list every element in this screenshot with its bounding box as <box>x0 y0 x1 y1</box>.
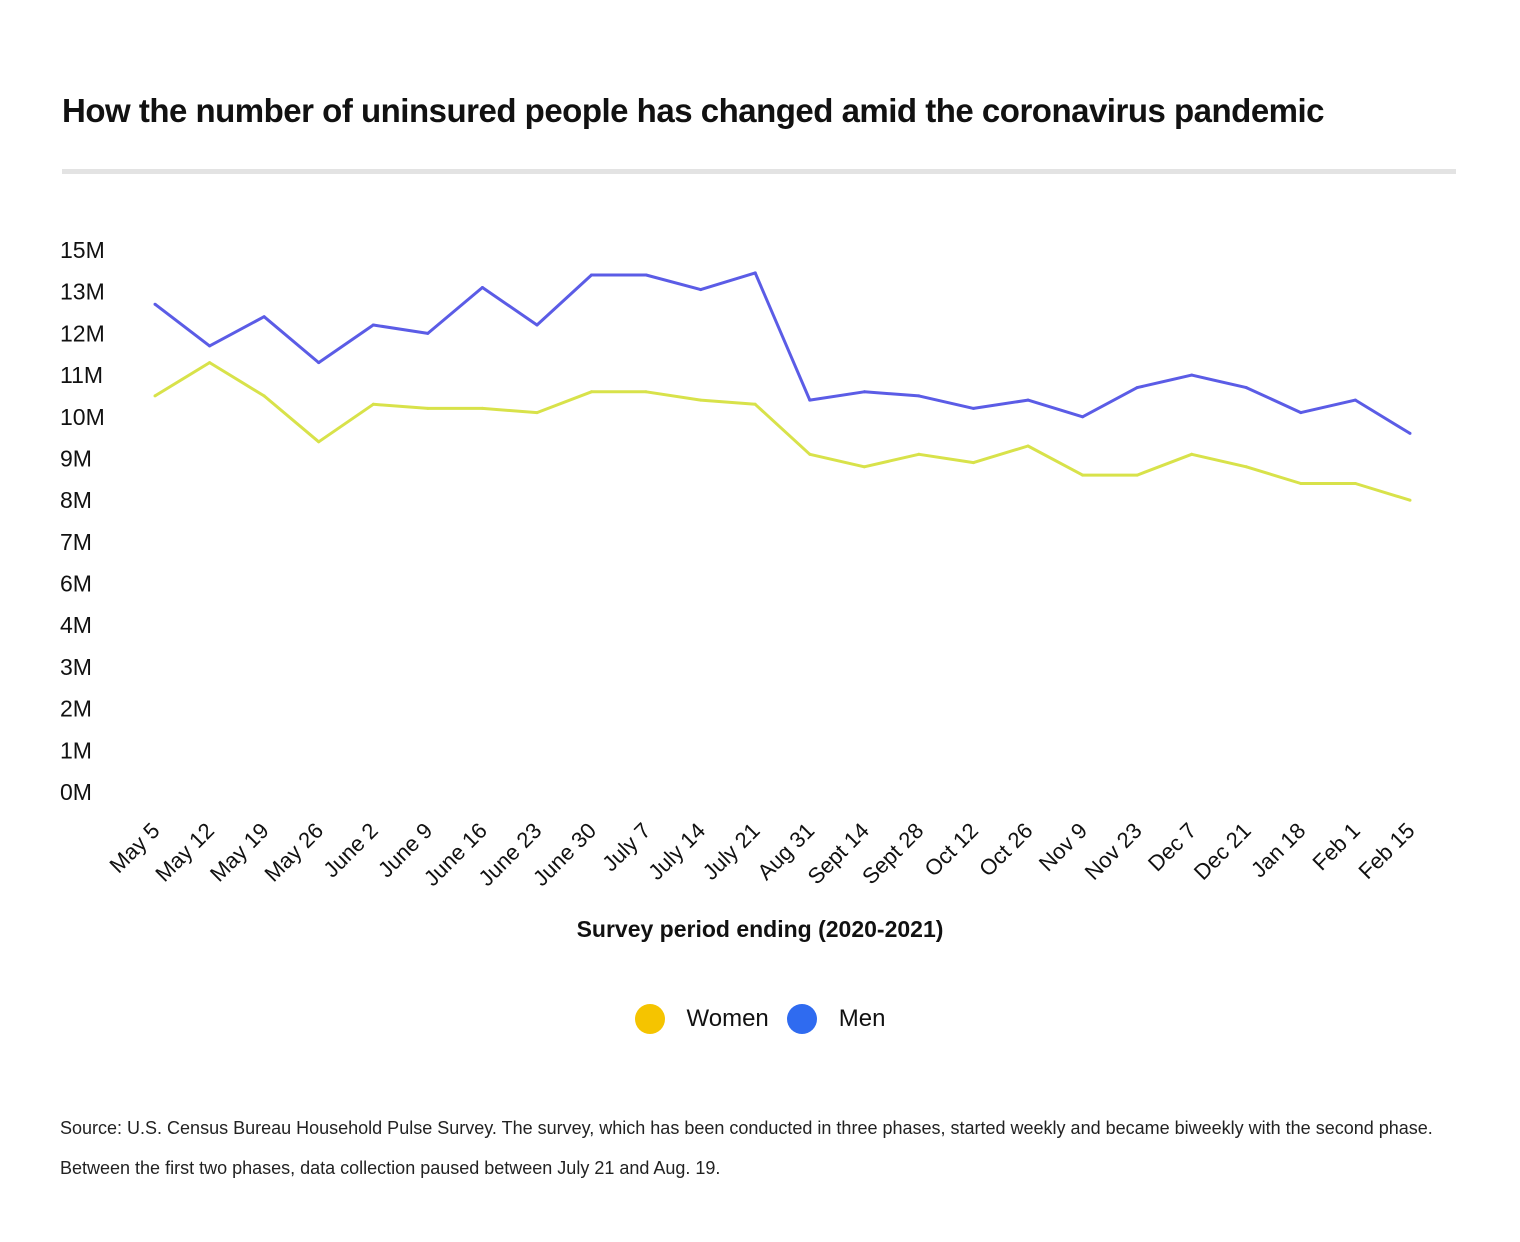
legend: Women Men <box>0 1004 1520 1034</box>
data-point-women <box>262 394 266 398</box>
series-line-men <box>154 271 1411 435</box>
y-tick-label: 8M <box>60 487 92 513</box>
y-tick-label: 7M <box>60 529 92 555</box>
data-point-men <box>699 288 703 292</box>
data-point-women <box>1408 498 1412 502</box>
data-point-men <box>480 286 484 289</box>
x-tick-label: Jan 18 <box>1246 818 1310 882</box>
y-tick-label: 3M <box>60 654 92 680</box>
y-tick-label: 9M <box>60 445 92 471</box>
chart-title: How the number of uninsured people has c… <box>62 92 1325 129</box>
data-point-women <box>862 465 866 469</box>
data-point-women <box>808 452 812 456</box>
data-point-women <box>1135 473 1139 477</box>
y-tick-label: 0M <box>60 779 92 805</box>
data-point-men <box>262 315 266 319</box>
data-point-men <box>1135 386 1139 390</box>
legend-swatch-men <box>786 1004 817 1034</box>
data-point-men <box>317 361 321 365</box>
data-point-women <box>972 461 975 465</box>
legend-label-women: Women <box>686 1005 769 1032</box>
x-tick-label: July 14 <box>643 818 710 885</box>
x-tick-label: Sept 28 <box>857 818 928 889</box>
data-point-women <box>426 406 430 410</box>
data-point-men <box>808 398 812 402</box>
data-point-men <box>535 323 539 327</box>
y-tick-label: 6M <box>60 571 92 597</box>
x-tick-label: May 12 <box>150 818 219 887</box>
data-point-men <box>1190 373 1194 377</box>
data-point-women <box>753 402 757 406</box>
y-tick-label: 12M <box>60 320 105 346</box>
title-divider <box>62 169 1456 174</box>
series-lines <box>153 271 1412 502</box>
data-point-men <box>208 344 212 348</box>
data-point-women <box>644 390 648 394</box>
y-tick-label: 13M <box>60 279 105 305</box>
data-point-women <box>317 440 321 444</box>
data-point-women <box>371 402 375 406</box>
y-tick-label: 4M <box>60 612 92 638</box>
data-point-men <box>153 302 157 306</box>
data-point-men <box>371 323 375 327</box>
legend-item-men: Men <box>786 1004 886 1034</box>
x-tick-label: May 19 <box>205 818 274 887</box>
source-note: Source: U.S. Census Bureau Household Pul… <box>60 1118 1433 1178</box>
data-point-women <box>535 411 539 415</box>
data-point-women <box>917 452 921 456</box>
line-chart: 0M 1M 2M 3M 4M 6M 7M 8M 9M 10M 11M 12M 13M 15M May 5M… <box>60 237 1420 891</box>
data-point-men <box>1408 431 1412 435</box>
x-tick-label: Nov 23 <box>1080 818 1147 885</box>
data-point-women <box>699 398 703 402</box>
legend-item-women: Women <box>634 1004 769 1034</box>
data-point-women <box>1353 482 1357 485</box>
data-point-men <box>972 406 975 410</box>
y-tick-label: 2M <box>60 696 92 722</box>
series-line-women <box>154 361 1411 502</box>
x-tick-label: Oct 26 <box>974 818 1038 882</box>
data-point-men <box>590 273 593 277</box>
data-point-men <box>1244 386 1248 390</box>
legend-label-men: Men <box>838 1005 886 1032</box>
x-tick-label: July 21 <box>698 818 765 885</box>
data-point-women <box>1244 465 1248 469</box>
data-point-men <box>862 390 866 394</box>
x-axis-label: Survey period ending (2020-2021) <box>576 916 944 942</box>
data-point-women <box>1190 452 1194 456</box>
y-tick-label: 15M <box>60 237 105 263</box>
y-axis-ticks: 0M 1M 2M 3M 4M 6M 7M 8M 9M 10M 11M 12M 13M 15M <box>60 237 105 805</box>
data-point-men <box>644 273 648 277</box>
y-tick-label: 11M <box>60 362 103 388</box>
y-tick-label: 1M <box>60 737 92 763</box>
x-tick-label: Feb 15 <box>1353 818 1419 884</box>
x-tick-label: Dec 21 <box>1189 818 1256 885</box>
data-point-women <box>208 361 212 365</box>
data-point-men <box>753 271 757 275</box>
x-tick-label: Oct 12 <box>920 818 984 882</box>
data-point-women <box>1081 473 1085 477</box>
data-point-men <box>917 394 921 398</box>
x-tick-label: May 26 <box>260 818 329 887</box>
data-point-men <box>1026 398 1030 402</box>
data-point-women <box>1026 444 1030 448</box>
data-point-men <box>1299 411 1303 415</box>
data-point-women <box>1299 482 1303 485</box>
data-point-women <box>480 406 484 410</box>
legend-swatch-women <box>634 1004 665 1034</box>
x-tick-label: June 2 <box>318 818 382 882</box>
data-point-men <box>426 331 430 335</box>
y-tick-label: 10M <box>60 404 105 430</box>
data-point-men <box>1081 415 1085 419</box>
data-point-women <box>153 394 157 398</box>
data-point-women <box>590 390 593 394</box>
data-point-men <box>1353 398 1357 402</box>
